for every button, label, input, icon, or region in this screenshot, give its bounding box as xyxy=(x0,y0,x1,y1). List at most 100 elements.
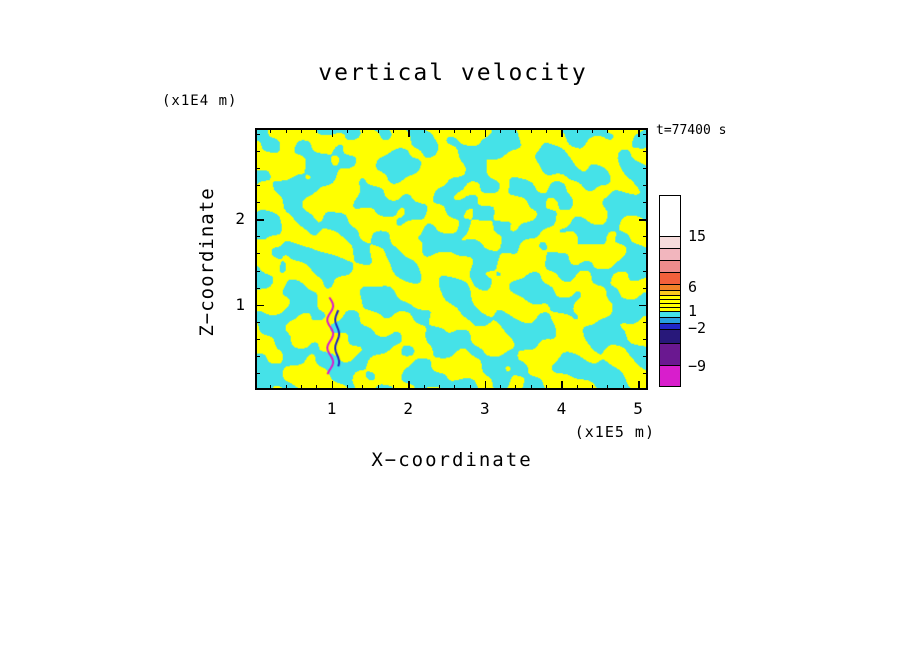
colorbar xyxy=(659,195,681,387)
axis-tick xyxy=(643,355,648,357)
colorbar-segment xyxy=(660,285,680,291)
axis-tick xyxy=(546,128,548,133)
axis-tick xyxy=(530,385,532,390)
x-tick-label: 2 xyxy=(403,399,414,418)
axis-tick xyxy=(255,287,260,289)
axis-tick xyxy=(255,253,260,255)
axis-tick xyxy=(643,185,648,187)
axis-tick xyxy=(469,128,471,133)
axis-tick xyxy=(643,338,648,340)
axis-tick xyxy=(643,321,648,323)
colorbar-tick-label: 6 xyxy=(688,278,698,296)
axis-tick xyxy=(255,372,260,374)
axis-tick xyxy=(638,381,640,390)
axis-tick xyxy=(643,202,648,204)
axis-tick xyxy=(576,128,578,133)
timestamp-label: t=77400 s xyxy=(656,123,727,138)
axis-tick xyxy=(484,381,487,390)
axis-tick xyxy=(255,304,264,307)
axis-tick xyxy=(255,338,260,340)
y-axis-units-label: (x1E4 m) xyxy=(162,93,238,109)
colorbar-tick-label: −9 xyxy=(688,357,707,375)
axis-tick xyxy=(316,385,318,390)
axis-tick xyxy=(285,128,287,133)
axis-tick xyxy=(561,381,563,390)
axis-tick xyxy=(469,385,471,390)
axis-tick xyxy=(255,219,264,221)
axis-tick xyxy=(546,385,548,390)
axis-tick xyxy=(515,385,517,390)
axis-tick xyxy=(362,128,364,133)
axis-tick xyxy=(300,128,302,133)
axis-tick xyxy=(255,236,260,238)
axis-tick xyxy=(362,385,364,390)
axis-tick xyxy=(622,128,624,133)
axis-tick xyxy=(255,168,260,170)
axis-tick xyxy=(255,270,260,272)
colorbar-segment xyxy=(660,318,680,324)
colorbar-segment xyxy=(660,300,680,304)
colorbar-segment xyxy=(660,261,680,273)
y-tick-label: 1 xyxy=(235,294,245,314)
axis-tick xyxy=(255,151,260,153)
axis-tick xyxy=(639,304,648,307)
axis-tick xyxy=(316,128,318,133)
axis-tick xyxy=(255,321,260,323)
colorbar-segment xyxy=(660,237,680,249)
axis-tick xyxy=(346,128,348,133)
axis-tick xyxy=(255,133,260,135)
axis-tick xyxy=(255,185,260,187)
axis-tick xyxy=(638,128,640,137)
plot-area xyxy=(255,128,648,390)
axis-tick xyxy=(377,385,379,390)
velocity-field-canvas xyxy=(257,130,646,388)
y-tick-label: 2 xyxy=(235,209,245,229)
axis-tick xyxy=(331,381,334,390)
colorbar-segment xyxy=(660,273,680,285)
y-axis-title: Z−coordinate xyxy=(196,187,218,337)
x-tick-label: 1 xyxy=(326,399,337,418)
colorbar-tick-label: 15 xyxy=(688,227,707,245)
axis-tick xyxy=(454,385,456,390)
axis-tick xyxy=(643,133,648,135)
axis-tick xyxy=(270,128,272,133)
axis-tick xyxy=(643,253,648,255)
colorbar-segment xyxy=(660,196,680,237)
axis-tick xyxy=(592,128,594,133)
colorbar-segment xyxy=(660,308,680,312)
axis-tick xyxy=(643,151,648,153)
colorbar-segment xyxy=(660,366,680,386)
axis-tick xyxy=(377,128,379,133)
chart-title: vertical velocity xyxy=(318,60,588,86)
colorbar-segment xyxy=(660,330,680,344)
axis-tick xyxy=(392,128,394,133)
colorbar-segment xyxy=(660,344,680,366)
axis-tick xyxy=(576,385,578,390)
x-tick-label: 4 xyxy=(556,399,567,418)
x-tick-label: 5 xyxy=(633,399,643,418)
axis-tick xyxy=(643,270,648,272)
axis-tick xyxy=(285,385,287,390)
axis-tick xyxy=(530,128,532,133)
axis-tick xyxy=(408,381,410,390)
axis-tick xyxy=(622,385,624,390)
x-tick-label: 3 xyxy=(479,399,490,418)
colorbar-segment xyxy=(660,291,680,296)
axis-tick xyxy=(392,385,394,390)
colorbar-segment xyxy=(660,312,680,318)
x-axis-units-label: (x1E5 m) xyxy=(574,423,655,441)
axis-tick xyxy=(643,236,648,238)
axis-tick xyxy=(561,128,563,137)
axis-tick xyxy=(255,202,260,204)
axis-tick xyxy=(592,385,594,390)
axis-tick xyxy=(331,128,334,137)
axis-tick xyxy=(484,128,487,137)
axis-tick xyxy=(423,385,425,390)
axis-tick xyxy=(643,287,648,289)
axis-tick xyxy=(607,385,609,390)
colorbar-segment xyxy=(660,324,680,330)
axis-tick xyxy=(346,385,348,390)
x-axis-title: X−coordinate xyxy=(371,449,533,471)
colorbar-tick-label: 1 xyxy=(688,302,698,320)
